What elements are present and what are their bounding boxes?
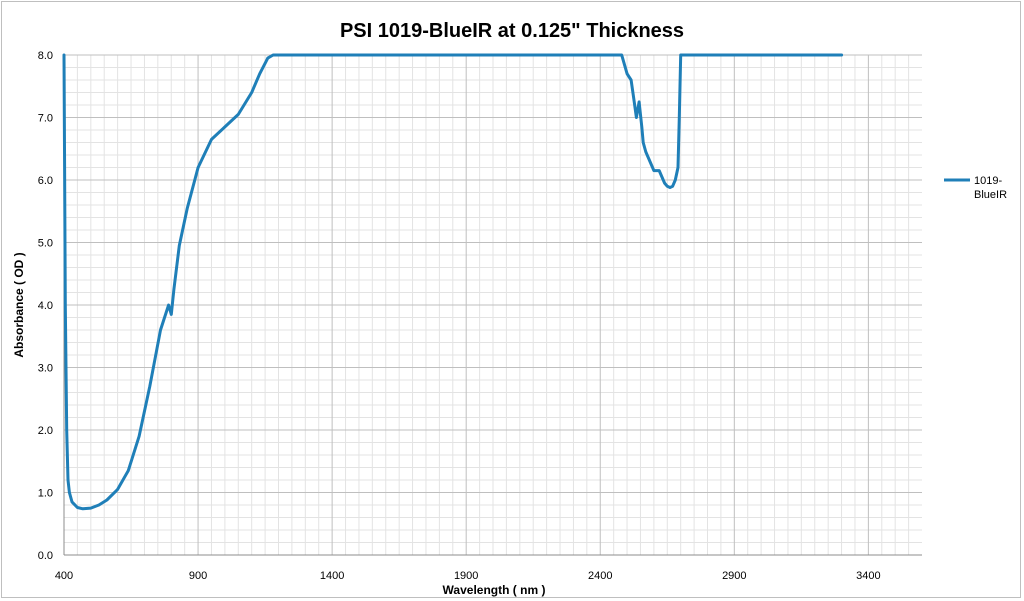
legend: 1019- BlueIR: [944, 175, 1007, 201]
x-tick-label: 2900: [722, 570, 746, 582]
x-tick-label: 2400: [588, 570, 612, 582]
x-tick-label: 900: [189, 570, 207, 582]
tick-labels: 400 900 1400 1900 2400 2900 3400 0.0 1.0 2.0 3.0 4.…: [38, 50, 881, 582]
y-tick-label: 7.0: [38, 113, 53, 125]
chart-title: PSI 1019-BlueIR at 0.125" Thickness: [340, 20, 684, 42]
legend-label: BlueIR: [974, 189, 1007, 201]
y-tick-label: 5.0: [38, 238, 53, 250]
y-tick-label: 6.0: [38, 175, 53, 187]
x-tick-label: 1900: [454, 570, 478, 582]
x-tick-label: 400: [55, 570, 73, 582]
y-tick-label: 2.0: [38, 425, 53, 437]
y-tick-label: 1.0: [38, 488, 53, 500]
legend-label: 1019-: [974, 175, 1002, 187]
y-tick-label: 0.0: [38, 550, 53, 562]
x-tick-label: 3400: [856, 570, 880, 582]
x-tick-label: 1400: [320, 570, 344, 582]
y-tick-label: 3.0: [38, 363, 53, 375]
y-tick-label: 8.0: [38, 50, 53, 62]
y-axis-title: Absorbance ( OD ): [12, 252, 26, 357]
series-group: [62, 53, 844, 511]
x-axis-title: Wavelength ( nm ): [443, 583, 546, 597]
y-tick-label: 4.0: [38, 300, 53, 312]
series-line-1019-blueir: [62, 53, 844, 511]
